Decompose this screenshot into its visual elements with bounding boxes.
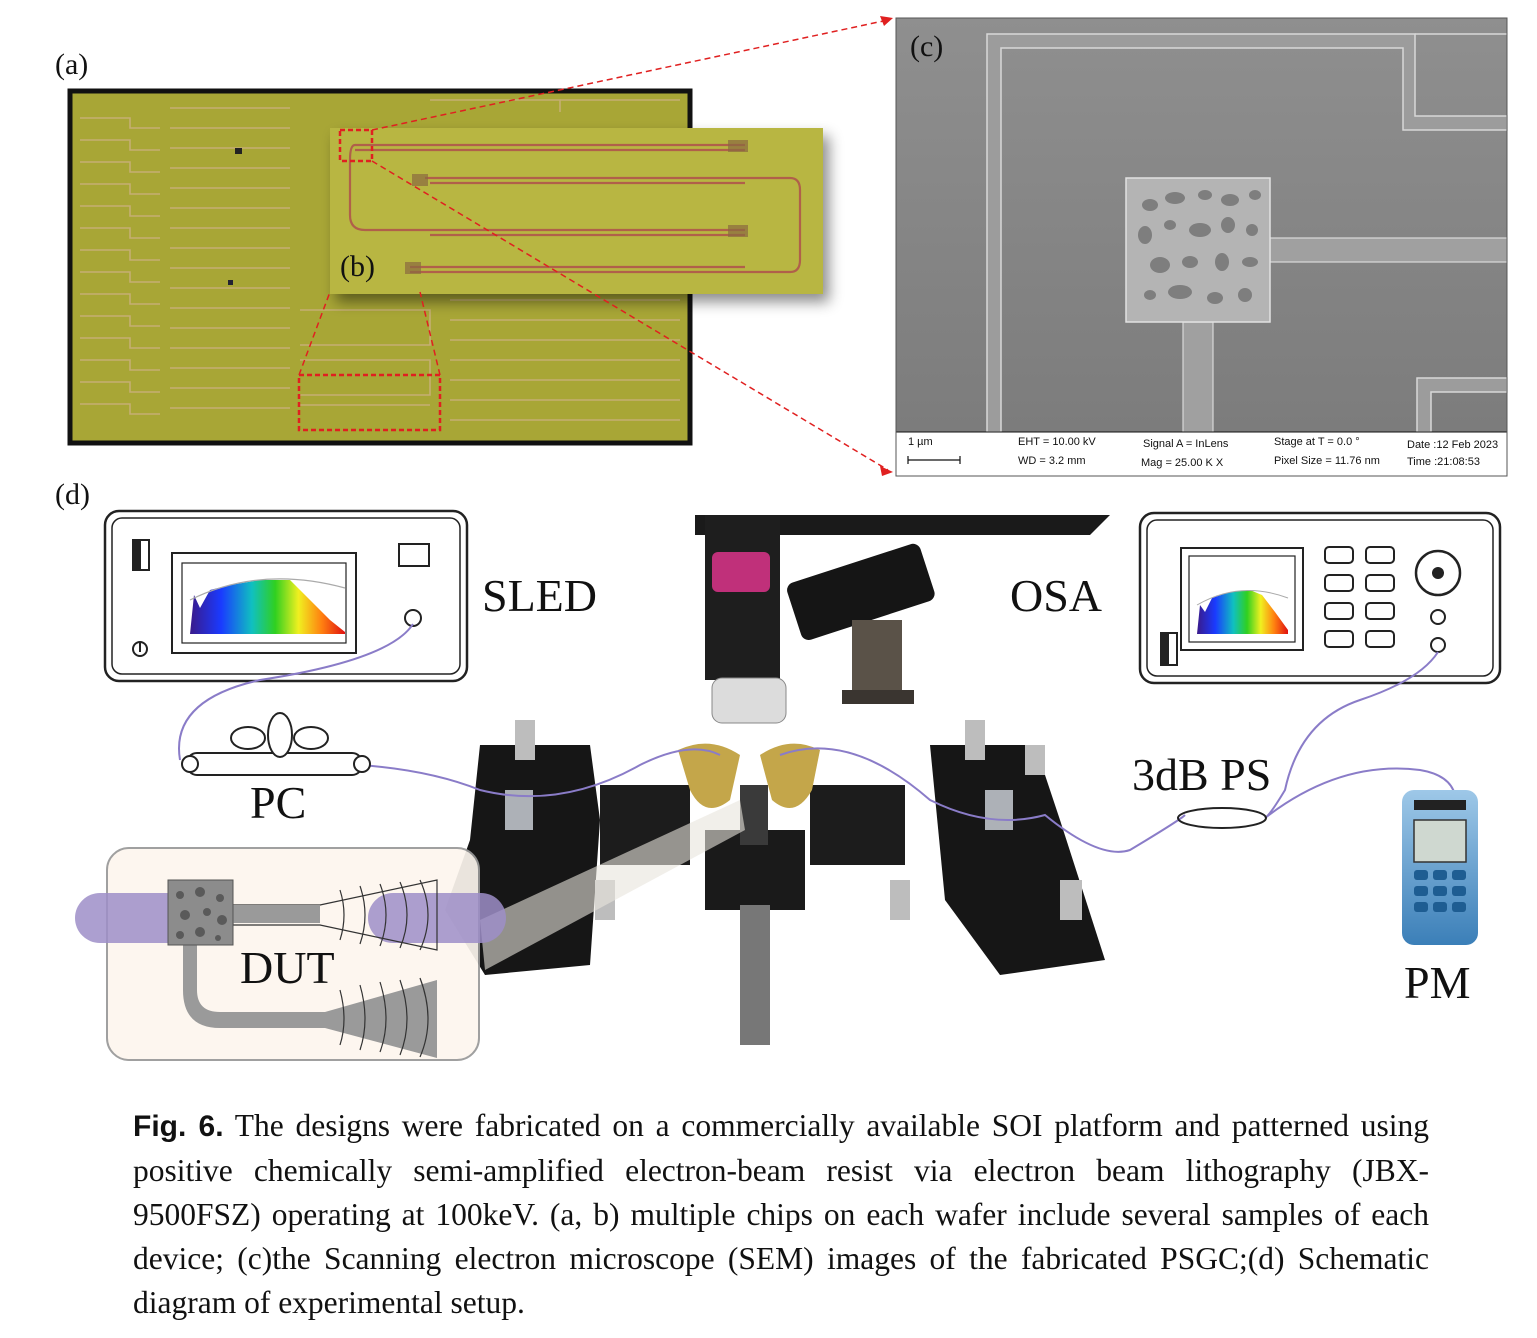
label-sled: SLED [482, 570, 597, 621]
figure-caption: Fig. 6. The designs were fabricated on a… [133, 1104, 1429, 1325]
panel-label-d: (d) [55, 478, 90, 511]
sem-mag: Mag = 25.00 K X [1141, 457, 1224, 469]
chip-zoom-b [330, 128, 823, 294]
sem-date: Date :12 Feb 2023 [1407, 439, 1499, 451]
dut-inset [75, 800, 745, 1061]
zoom-connector-lines [298, 19, 889, 471]
label-3db-ps: 3dB PS [1132, 749, 1272, 800]
scale-bar [907, 456, 961, 464]
sem-wd: WD = 3.2 mm [1018, 455, 1086, 467]
polarization-controller [181, 712, 371, 776]
panel-label-c: (c) [910, 30, 944, 63]
alignment-stages [445, 720, 1105, 1045]
sem-eht: EHT = 10.00 kV [1018, 436, 1096, 448]
label-pm: PM [1404, 957, 1471, 1008]
sem-pixel-size: Pixel Size = 11.76 nm [1274, 455, 1380, 467]
sem-time: Time :21:08:53 [1407, 456, 1480, 468]
label-dut: DUT [240, 942, 335, 993]
sem-scale-label: 1 µm [908, 436, 933, 448]
figure-number: Fig. 6. [133, 1110, 224, 1143]
sem-image-c [895, 17, 1508, 477]
panel-label-a: (a) [55, 48, 89, 81]
splitter-coil [1177, 807, 1267, 829]
power-meter-device [1402, 790, 1478, 945]
caption-text: The designs were fabricated on a commerc… [133, 1108, 1429, 1320]
microscope [695, 515, 1110, 724]
label-osa: OSA [1010, 570, 1103, 621]
panel-label-b: (b) [340, 250, 375, 283]
sled-instrument [103, 509, 469, 683]
sem-stage: Stage at T = 0.0 ° [1274, 436, 1360, 448]
osa-instrument [1138, 511, 1502, 685]
sem-signal: Signal A = InLens [1143, 438, 1229, 450]
optical-fibers [178, 623, 1456, 853]
label-pc: PC [250, 777, 307, 828]
